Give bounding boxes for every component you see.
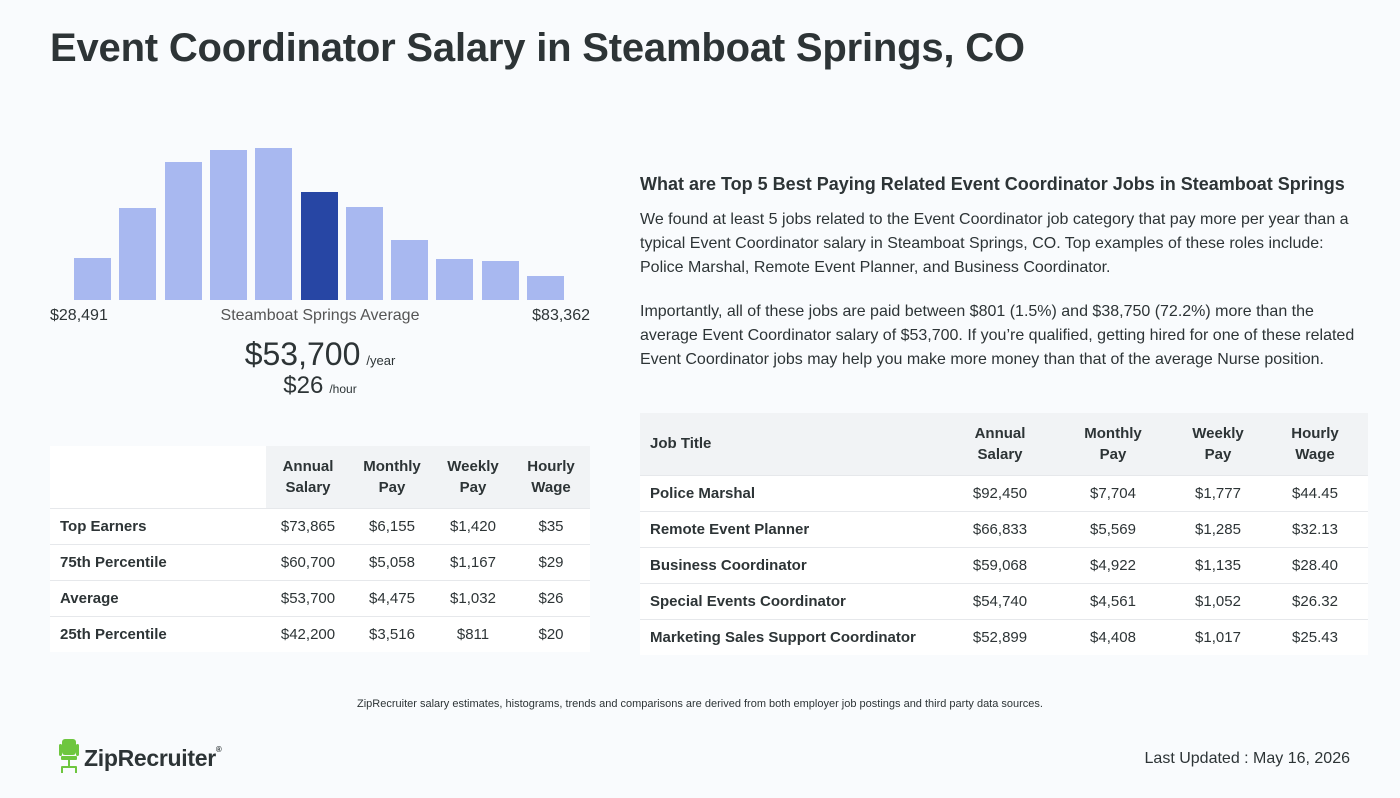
last-updated: Last Updated : May 16, 2026: [1144, 750, 1350, 767]
histogram-bar: [345, 207, 383, 300]
page-title: Event Coordinator Salary in Steamboat Sp…: [50, 26, 1025, 70]
cell-weekly: $811: [434, 615, 512, 652]
jobs-header-hourly: Hourly Wage: [1262, 413, 1368, 475]
related-jobs-table: Job Title Annual Salary Monthly Pay Weekly…: [640, 413, 1368, 655]
percentile-table: Annual Salary Monthly Pay Weekly Pay Hourly…: [50, 446, 590, 652]
jobs-header-monthly: Monthly Pay: [1052, 413, 1174, 475]
histogram-bar: [164, 162, 202, 300]
job-title: Special Events Coordinator: [640, 582, 948, 619]
average-annual-salary: $53,700/year: [50, 336, 590, 373]
percentile-table-header: Annual Salary Monthly Pay Weekly Pay Hourly…: [50, 446, 590, 508]
cell-hourly: $26.32: [1262, 582, 1368, 619]
cell-monthly: $4,922: [1052, 546, 1174, 583]
job-title: Business Coordinator: [640, 546, 948, 583]
cell-weekly: $1,052: [1174, 582, 1262, 619]
cell-annual: $54,740: [948, 582, 1052, 619]
cell-hourly: $20: [512, 615, 590, 652]
histogram-bar: [209, 150, 247, 300]
table-row: Average $53,700 $4,475 $1,032 $26: [50, 579, 590, 616]
cell-hourly: $32.13: [1262, 510, 1368, 547]
histogram-labels: $28,491 Steamboat Springs Average $83,36…: [50, 307, 590, 327]
average-hourly-value: $26: [283, 372, 324, 399]
cell-annual: $73,865: [266, 507, 350, 544]
cell-annual: $60,700: [266, 543, 350, 580]
table-row: Business Coordinator $59,068 $4,922 $1,1…: [640, 546, 1368, 583]
percentile-header-blank: [50, 446, 266, 508]
logo-text: ZipRecruiter®: [84, 744, 222, 771]
cell-annual: $42,200: [266, 615, 350, 652]
cell-hourly: $28.40: [1262, 546, 1368, 583]
average-annual-unit: /year: [366, 353, 396, 368]
histogram-bar: [527, 276, 564, 300]
cell-weekly: $1,285: [1174, 510, 1262, 547]
histogram-bar: [119, 208, 157, 300]
percentile-header-monthly: Monthly Pay: [350, 446, 434, 508]
average-annual-value: $53,700: [244, 336, 361, 372]
histogram-bar: [436, 259, 474, 300]
cell-hourly: $29: [512, 543, 590, 580]
jobs-header-weekly: Weekly Pay: [1174, 413, 1262, 475]
related-jobs-paragraph-2: Importantly, all of these jobs are paid …: [640, 303, 1355, 368]
cell-hourly: $25.43: [1262, 618, 1368, 655]
cell-hourly: $35: [512, 507, 590, 544]
row-label: 25th Percentile: [50, 615, 266, 652]
histogram-bar: [74, 258, 111, 300]
cell-weekly: $1,032: [434, 579, 512, 616]
cell-annual: $52,899: [948, 618, 1052, 655]
salary-histogram: [50, 120, 590, 300]
jobs-table-header: Job Title Annual Salary Monthly Pay Weekly…: [640, 413, 1368, 475]
table-row: Police Marshal $92,450 $7,704 $1,777 $44…: [640, 474, 1368, 511]
related-jobs-paragraph-1: We found at least 5 jobs related to the …: [640, 211, 1349, 276]
job-title: Remote Event Planner: [640, 510, 948, 547]
table-row: 75th Percentile $60,700 $5,058 $1,167 $2…: [50, 543, 590, 580]
data-source-disclaimer: ZipRecruiter salary estimates, histogram…: [357, 698, 1043, 710]
cell-weekly: $1,167: [434, 543, 512, 580]
cell-monthly: $6,155: [350, 507, 434, 544]
jobs-header-annual: Annual Salary: [948, 413, 1052, 475]
cell-hourly: $26: [512, 579, 590, 616]
cell-monthly: $4,475: [350, 579, 434, 616]
histogram-bar: [391, 240, 429, 300]
cell-monthly: $4,561: [1052, 582, 1174, 619]
chair-icon: [58, 738, 80, 778]
cell-hourly: $44.45: [1262, 474, 1368, 511]
percentile-header-hourly: Hourly Wage: [512, 446, 590, 508]
cell-weekly: $1,777: [1174, 474, 1262, 511]
histogram-bar-average: [300, 192, 338, 300]
job-title: Police Marshal: [640, 474, 948, 511]
cell-monthly: $4,408: [1052, 618, 1174, 655]
jobs-header-title: Job Title: [640, 413, 948, 475]
histogram-bar: [255, 148, 293, 300]
cell-weekly: $1,017: [1174, 618, 1262, 655]
table-row: Top Earners $73,865 $6,155 $1,420 $35: [50, 507, 590, 544]
cell-weekly: $1,135: [1174, 546, 1262, 583]
histogram-bar: [481, 261, 519, 300]
histogram-average-label: Steamboat Springs Average: [220, 307, 420, 324]
cell-annual: $53,700: [266, 579, 350, 616]
average-hourly-wage: $26/hour: [50, 372, 590, 400]
row-label: Top Earners: [50, 507, 266, 544]
percentile-header-annual: Annual Salary: [266, 446, 350, 508]
average-hourly-unit: /hour: [329, 382, 357, 396]
row-label: Average: [50, 579, 266, 616]
row-label: 75th Percentile: [50, 543, 266, 580]
cell-monthly: $7,704: [1052, 474, 1174, 511]
table-row: Special Events Coordinator $54,740 $4,56…: [640, 582, 1368, 619]
cell-monthly: $5,569: [1052, 510, 1174, 547]
table-row: Marketing Sales Support Coordinator $52,…: [640, 618, 1368, 655]
ziprecruiter-logo[interactable]: ZipRecruiter®: [58, 738, 222, 778]
related-jobs-heading: What are Top 5 Best Paying Related Event…: [640, 174, 1345, 194]
table-row: 25th Percentile $42,200 $3,516 $811 $20: [50, 615, 590, 652]
cell-monthly: $5,058: [350, 543, 434, 580]
cell-annual: $92,450: [948, 474, 1052, 511]
cell-monthly: $3,516: [350, 615, 434, 652]
cell-annual: $59,068: [948, 546, 1052, 583]
cell-weekly: $1,420: [434, 507, 512, 544]
histogram-max-label: $83,362: [532, 307, 590, 324]
job-title: Marketing Sales Support Coordinator: [640, 618, 948, 655]
percentile-header-weekly: Weekly Pay: [434, 446, 512, 508]
table-row: Remote Event Planner $66,833 $5,569 $1,2…: [640, 510, 1368, 547]
histogram-min-label: $28,491: [50, 307, 108, 324]
cell-annual: $66,833: [948, 510, 1052, 547]
